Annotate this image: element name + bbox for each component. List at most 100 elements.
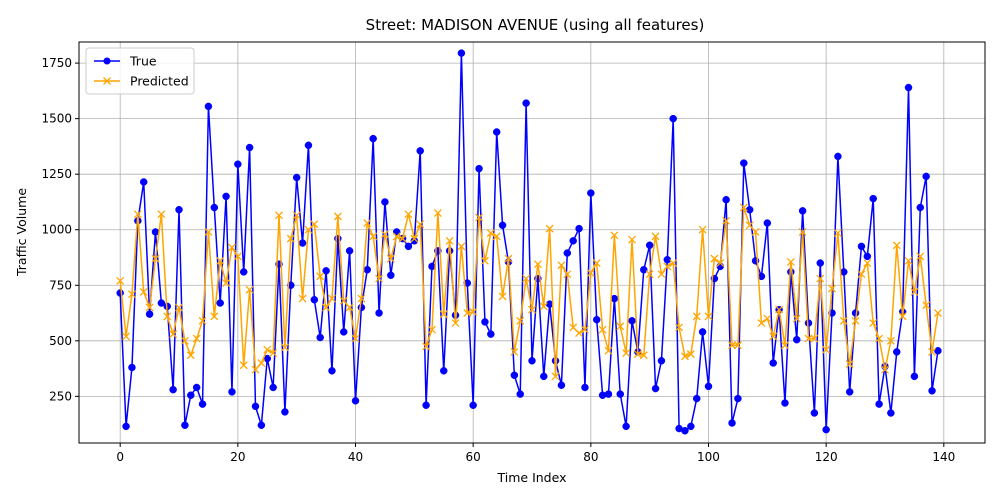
data-point-true [911, 373, 918, 380]
data-point-true [458, 50, 465, 57]
data-point-true [140, 178, 147, 185]
data-point-true [476, 165, 483, 172]
data-point-true [423, 402, 430, 409]
data-point-true [646, 242, 653, 249]
data-point-true [564, 250, 571, 257]
y-tick-label: 1250 [41, 167, 72, 181]
data-point-true [211, 204, 218, 211]
data-point-true [223, 193, 230, 200]
data-point-true [228, 388, 235, 395]
data-point-true [170, 386, 177, 393]
data-point-true [617, 391, 624, 398]
data-point-true [823, 426, 830, 433]
y-tick-label: 1500 [41, 112, 72, 126]
data-point-true [746, 206, 753, 213]
data-point-true [581, 384, 588, 391]
data-point-true [693, 395, 700, 402]
x-tick-label: 120 [815, 450, 838, 464]
data-point-true [305, 142, 312, 149]
data-point-true [340, 328, 347, 335]
data-point-true [493, 128, 500, 135]
data-point-true [387, 272, 394, 279]
data-point-true [364, 266, 371, 273]
data-point-true [781, 400, 788, 407]
data-point-true [764, 220, 771, 227]
data-point-true [858, 243, 865, 250]
data-point-true [923, 173, 930, 180]
x-tick-label: 140 [932, 450, 955, 464]
x-tick-label: 100 [697, 450, 720, 464]
data-point-true [576, 225, 583, 232]
legend: True Predicted [86, 48, 194, 94]
y-tick-label: 500 [49, 334, 72, 348]
data-point-true [917, 204, 924, 211]
data-point-true [481, 318, 488, 325]
data-point-true [511, 372, 518, 379]
data-point-true [381, 198, 388, 205]
data-point-true [499, 222, 506, 229]
x-tick-label: 40 [348, 450, 363, 464]
data-point-true [705, 383, 712, 390]
data-point-true [487, 331, 494, 338]
data-point-true [729, 420, 736, 427]
data-point-true [128, 364, 135, 371]
data-point-true [270, 384, 277, 391]
y-tick-label: 1000 [41, 223, 72, 237]
data-point-true [681, 427, 688, 434]
data-point-true [181, 422, 188, 429]
y-tick-label: 750 [49, 278, 72, 292]
data-point-true [540, 373, 547, 380]
data-point-true [240, 268, 247, 275]
data-point-true [146, 311, 153, 318]
data-point-true [570, 237, 577, 244]
data-point-true [193, 384, 200, 391]
data-point-true [734, 395, 741, 402]
legend-marker-true [104, 58, 111, 65]
data-point-true [440, 367, 447, 374]
y-tick-label: 250 [49, 389, 72, 403]
data-point-true [117, 290, 124, 297]
data-point-true [670, 115, 677, 122]
data-point-true [699, 328, 706, 335]
x-tick-label: 80 [583, 450, 598, 464]
data-point-true [258, 422, 265, 429]
data-point-true [370, 135, 377, 142]
data-point-true [905, 84, 912, 91]
y-axis-label: Traffic Volume [14, 188, 29, 277]
data-point-true [352, 397, 359, 404]
data-point-true [328, 367, 335, 374]
data-point-true [252, 403, 259, 410]
data-point-true [799, 207, 806, 214]
data-point-true [299, 240, 306, 247]
data-point-true [793, 336, 800, 343]
legend-label-predicted: Predicted [130, 74, 189, 89]
data-point-true [593, 316, 600, 323]
data-point-true [629, 317, 636, 324]
data-point-true [246, 144, 253, 151]
data-point-true [876, 401, 883, 408]
data-point-true [176, 206, 183, 213]
data-point-true [587, 190, 594, 197]
data-point-true [834, 153, 841, 160]
data-point-true [234, 161, 241, 168]
data-point-true [217, 300, 224, 307]
data-point-true [929, 387, 936, 394]
x-tick-label: 60 [466, 450, 481, 464]
data-point-true [529, 357, 536, 364]
x-axis-label: Time Index [497, 470, 567, 485]
data-point-true [417, 147, 424, 154]
data-point-true [517, 391, 524, 398]
data-point-true [346, 247, 353, 254]
data-point-true [893, 348, 900, 355]
data-point-true [623, 423, 630, 430]
data-point-true [846, 388, 853, 395]
data-point-true [740, 160, 747, 167]
data-point-true [205, 103, 212, 110]
data-point-true [558, 382, 565, 389]
x-tick-label: 20 [230, 450, 245, 464]
data-point-true [123, 423, 130, 430]
legend-label-true: True [129, 54, 157, 69]
data-point-true [470, 402, 477, 409]
